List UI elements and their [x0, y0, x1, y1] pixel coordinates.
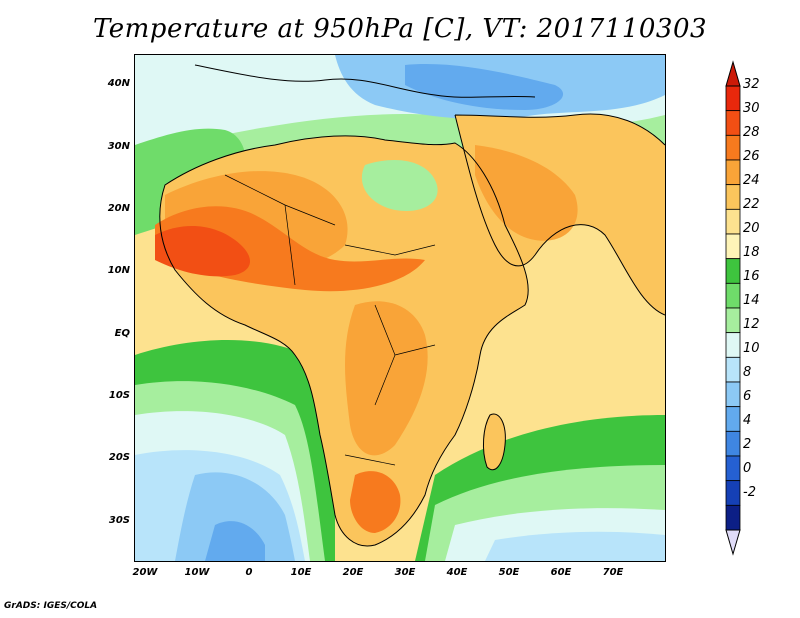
lat-label-30s: 30S: [108, 515, 130, 526]
colorbar-label-4: 4: [743, 413, 752, 428]
lon-label-20e: 20E: [342, 567, 364, 578]
colorbar-label-2: 2: [743, 437, 752, 452]
colorbar-swatch: [725, 406, 741, 432]
colorbar-top-arrow: [725, 60, 741, 87]
arabia-coastline: [454, 113, 665, 316]
lon-label-10e: 10E: [290, 567, 312, 578]
europe-coastline: [194, 64, 536, 98]
madagascar: [483, 414, 506, 470]
lon-label-40e: 40E: [446, 567, 468, 578]
colorbar-label-10: 10: [743, 341, 760, 356]
colorbar-label-12: 12: [743, 317, 760, 332]
lon-label-50e: 50E: [498, 567, 520, 578]
colorbar-swatch: [725, 504, 741, 531]
arabia-hot: [475, 145, 578, 241]
lon-label-70e: 70E: [602, 567, 624, 578]
colorbar-label-28: 28: [743, 125, 760, 140]
lat-label-eq: EQ: [114, 328, 130, 339]
lat-label-20n: 20N: [107, 203, 130, 214]
colorbar-swatch: [725, 110, 741, 136]
south-mid-blue: [205, 521, 265, 561]
lon-label-10w: 10W: [184, 567, 210, 578]
grads-credit: GrADS: IGES/COLA: [4, 601, 98, 611]
temperature-map: [135, 55, 665, 561]
lon-label-60e: 60E: [550, 567, 572, 578]
colorbar-swatch: [725, 356, 741, 383]
lon-label-20w: 20W: [132, 567, 158, 578]
south-africa-hot: [350, 471, 401, 533]
colorbar-bottom-arrow: [725, 529, 741, 556]
colorbar-label-18: 18: [743, 245, 760, 260]
colorbar-swatch: [725, 258, 741, 284]
east-africa-hot: [345, 301, 428, 456]
madagascar-coastline: [482, 413, 506, 471]
colorbar-swatches: [725, 85, 741, 531]
colorbar-label-8: 8: [743, 365, 752, 380]
colorbar-label-24: 24: [743, 173, 760, 188]
lat-label-40n: 40N: [107, 78, 130, 89]
africa-coastline: [159, 135, 529, 547]
country-borders: [224, 174, 436, 466]
lat-label-20s: 20S: [108, 452, 130, 463]
colorbar-swatch: [725, 480, 741, 506]
chart-title: Temperature at 950hPa [C], VT: 201711030…: [92, 14, 708, 44]
colorbar-swatch: [725, 307, 741, 334]
colorbar-swatch: [725, 208, 741, 235]
map-panel: [134, 54, 666, 562]
lat-label-30n: 30N: [107, 141, 130, 152]
south-blue: [175, 472, 295, 561]
med-deep-blue: [405, 64, 564, 110]
colorbar-label-6: 6: [743, 389, 752, 404]
lat-label-10s: 10S: [108, 390, 130, 401]
colorbar-swatch: [725, 233, 741, 260]
colorbar-swatch: [725, 381, 741, 408]
lat-label-10n: 10N: [107, 265, 130, 276]
lon-label-30e: 30E: [394, 567, 416, 578]
colorbar-swatch: [725, 184, 741, 210]
indian-ocean-light-blue: [485, 531, 665, 561]
colorbar-label-20: 20: [743, 221, 760, 236]
colorbar-label-32: 32: [743, 77, 760, 92]
colorbar-swatch: [725, 134, 741, 161]
colorbar-label-0: 0: [743, 461, 752, 476]
colorbar-swatch: [725, 455, 741, 482]
colorbar-label-16: 16: [743, 269, 760, 284]
colorbar-label-neg2: -2: [743, 485, 756, 500]
lon-label-0: 0: [245, 567, 253, 578]
colorbar: [725, 60, 741, 556]
green-highlands: [361, 160, 438, 211]
colorbar-label-22: 22: [743, 197, 760, 212]
colorbar-swatch: [725, 332, 741, 358]
colorbar-label-30: 30: [743, 101, 760, 116]
colorbar-label-26: 26: [743, 149, 760, 164]
colorbar-label-14: 14: [743, 293, 760, 308]
west-africa-hottest: [155, 225, 250, 277]
colorbar-swatch: [725, 85, 741, 112]
colorbar-swatch: [725, 159, 741, 186]
colorbar-swatch: [725, 430, 741, 457]
colorbar-swatch: [725, 282, 741, 309]
